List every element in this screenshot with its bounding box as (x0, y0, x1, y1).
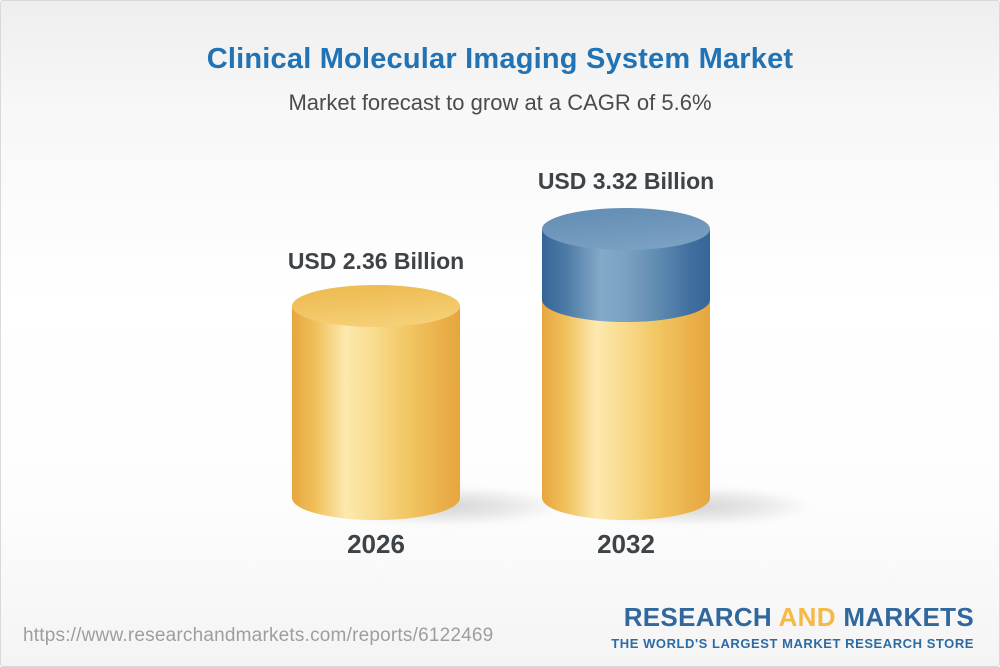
cylinder-2032-base-segment (542, 300, 710, 520)
value-label-2032: USD 3.32 Billion (537, 168, 715, 194)
cylinder-2026-top-cap (292, 285, 460, 327)
report-url: https://www.researchandmarkets.com/repor… (23, 625, 494, 646)
page-subtitle: Market forecast to grow at a CAGR of 5.6… (288, 90, 712, 115)
logo-wordmark: RESEARCH AND MARKETS (611, 602, 974, 633)
logo-word-and: AND (778, 602, 836, 632)
logo-tagline: THE WORLD'S LARGEST MARKET RESEARCH STOR… (611, 636, 974, 651)
value-label-2026: USD 2.36 Billion (287, 248, 465, 274)
cylinder-2032-top-cap (542, 208, 710, 250)
cylinder-2026-body (292, 306, 460, 520)
category-label-2032: 2032 (597, 529, 655, 559)
page-title: Clinical Molecular Imaging System Market (206, 43, 794, 75)
logo-word-markets: MARKETS (843, 602, 974, 632)
logo-word-research: RESEARCH (623, 602, 773, 632)
research-and-markets-logo: RESEARCH AND MARKETS THE WORLD'S LARGEST… (611, 602, 974, 651)
category-label-2026: 2026 (347, 529, 405, 559)
